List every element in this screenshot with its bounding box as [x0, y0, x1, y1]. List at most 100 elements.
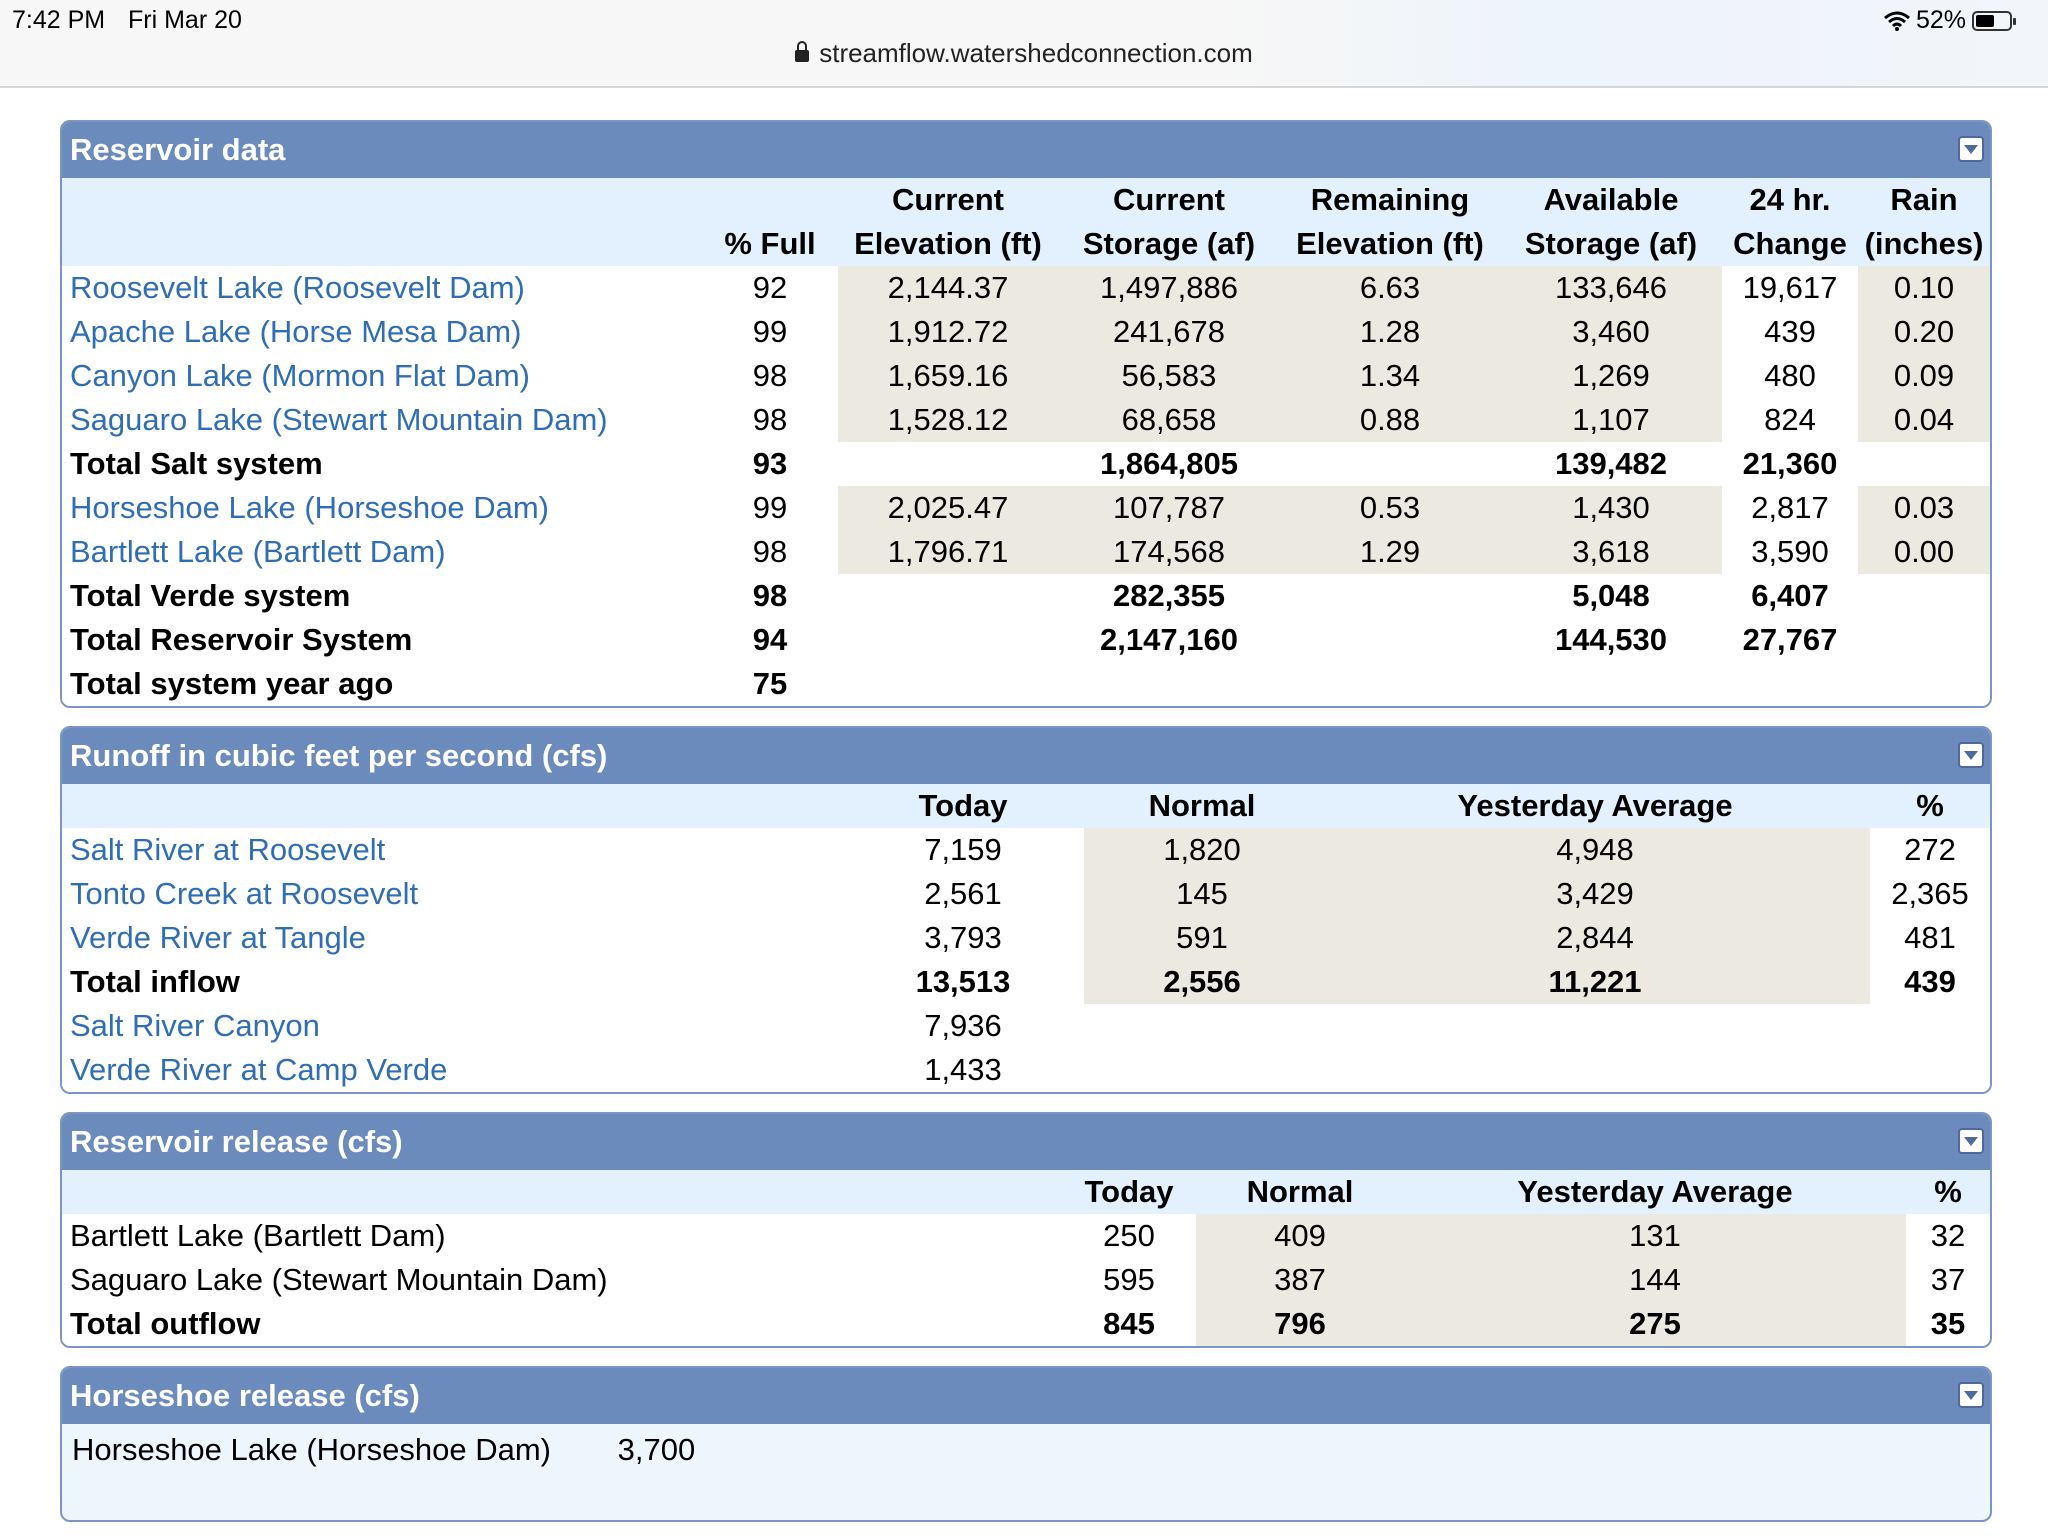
table-row: Verde River at Tangle 3,793 591 2,844 481 [62, 916, 1990, 960]
row-name-cell: Tonto Creek at Roosevelt [62, 872, 842, 916]
reservoir-link[interactable]: Saguaro Lake (Stewart Mountain Dam) [70, 402, 608, 437]
value-cell: 0.09 [1858, 354, 1990, 398]
column-header: Current [892, 182, 1004, 217]
collapse-button[interactable] [1958, 1382, 1984, 1408]
reservoir-link[interactable]: Apache Lake (Horse Mesa Dam) [70, 314, 522, 349]
stream-link[interactable]: Salt River Canyon [70, 1008, 320, 1043]
value-cell: 0.03 [1858, 486, 1990, 530]
value-cell [1858, 442, 1990, 486]
panel-header: Reservoir release (cfs) [62, 1114, 1990, 1170]
value-cell: 439 [1904, 964, 1956, 999]
value-cell: 481 [1904, 920, 1956, 955]
horseshoe-release-panel: Horseshoe release (cfs) Horseshoe Lake (… [60, 1366, 1992, 1522]
header-row: Today Normal Yesterday Average% [62, 1170, 1990, 1214]
value-cell: 824 [1764, 402, 1816, 437]
column-header: (inches) [1864, 226, 1984, 261]
table-row: Saguaro Lake (Stewart Mountain Dam) 98 1,5… [62, 398, 1990, 442]
value-cell: 272 [1904, 832, 1956, 867]
row-label: Total inflow [70, 964, 240, 999]
value-cell: 21,360 [1742, 446, 1838, 481]
chevron-down-icon [1964, 750, 1978, 760]
value-cell: 3,793 [924, 920, 1002, 955]
runoff-table: Today Normal Yesterday Average% Salt River… [62, 784, 1990, 1092]
value-cell: 6,407 [1751, 578, 1829, 613]
value-cell: 1,433 [924, 1052, 1002, 1087]
table-row: Total outflow 845 796 275 35 [62, 1302, 1990, 1346]
browser-top-bar: 7:42 PM Fri Mar 20 52% streamflow.waters… [0, 0, 2048, 88]
value-cell: 1,864,805 [1100, 446, 1238, 481]
value-cell: 1,796.71 [838, 530, 1058, 574]
table-row: Total Verde system 98 282,355 5,048 6,407 [62, 574, 1990, 618]
value-cell: 2,365 [1891, 876, 1969, 911]
reservoir-data-panel: Reservoir data Current Current Remaining Av… [60, 120, 1992, 708]
value-cell: 250 [1103, 1218, 1155, 1253]
value-cell: 37 [1930, 1262, 1966, 1297]
column-header [702, 178, 838, 222]
horseshoe-value: 3,700 [617, 1432, 696, 1467]
value-cell: 98 [752, 534, 788, 569]
value-cell [838, 662, 1058, 706]
value-cell: 0.20 [1858, 310, 1990, 354]
column-header: 24 hr. [1749, 182, 1831, 217]
value-cell: 6.63 [1280, 266, 1500, 310]
column-header: Rain [1890, 182, 1958, 217]
header-row: % Full Elevation (ft) Storage (af) Elevatio… [62, 222, 1990, 266]
stream-link[interactable]: Verde River at Tangle [70, 920, 366, 955]
row-name-cell: Canyon Lake (Mormon Flat Dam) [62, 354, 702, 398]
column-header: Today [1084, 1174, 1174, 1209]
value-cell: 2,817 [1751, 490, 1829, 525]
column-header: Elevation (ft) [854, 226, 1042, 261]
column-header: Normal [1246, 1174, 1354, 1209]
value-cell: 7,159 [924, 832, 1002, 867]
url-text: streamflow.watershedconnection.com [819, 38, 1253, 68]
column-header: Normal [1148, 788, 1256, 823]
reservoir-link[interactable]: Bartlett Lake (Bartlett Dam) [70, 534, 446, 569]
value-cell [838, 618, 1058, 662]
value-cell: 1,269 [1500, 354, 1722, 398]
value-cell: 7,936 [924, 1008, 1002, 1043]
value-cell: 0.88 [1280, 398, 1500, 442]
value-cell: 131 [1404, 1214, 1906, 1258]
table-row: Salt River Canyon 7,936 [62, 1004, 1990, 1048]
value-cell [1280, 574, 1500, 618]
value-cell: 98 [752, 402, 788, 437]
value-cell: 2,844 [1320, 916, 1870, 960]
panel-header: Reservoir data [62, 122, 1990, 178]
value-cell: 11,221 [1320, 960, 1870, 1004]
column-header: Remaining [1310, 182, 1470, 217]
value-cell: 98 [752, 578, 788, 613]
reservoir-link[interactable]: Canyon Lake (Mormon Flat Dam) [70, 358, 530, 393]
row-name-cell: Saguaro Lake (Stewart Mountain Dam) [62, 1258, 1062, 1302]
value-cell: 1.29 [1280, 530, 1500, 574]
table-row: Canyon Lake (Mormon Flat Dam) 98 1,659.16 5… [62, 354, 1990, 398]
value-cell [838, 574, 1058, 618]
value-cell: 92 [752, 270, 788, 305]
status-indicators: 52% [1883, 6, 2016, 35]
reservoir-link[interactable]: Horseshoe Lake (Horseshoe Dam) [70, 490, 549, 525]
collapse-button[interactable] [1958, 742, 1984, 768]
wifi-icon [1883, 11, 1910, 31]
row-name-cell: Verde River at Camp Verde [62, 1048, 842, 1092]
collapse-button[interactable] [1958, 136, 1984, 162]
row-name-cell: Bartlett Lake (Bartlett Dam) [62, 1214, 1062, 1258]
value-cell: 409 [1196, 1214, 1404, 1258]
value-cell: 1,912.72 [838, 310, 1058, 354]
value-cell: 0.00 [1858, 530, 1990, 574]
reservoir-link[interactable]: Roosevelt Lake (Roosevelt Dam) [70, 270, 525, 305]
row-name-cell: Total inflow [62, 960, 842, 1004]
value-cell: 1,107 [1500, 398, 1722, 442]
row-label: Total system year ago [70, 666, 394, 701]
row-label: Total Reservoir System [70, 622, 413, 657]
value-cell: 32 [1930, 1218, 1966, 1253]
value-cell: 241,678 [1058, 310, 1280, 354]
header-cell [62, 784, 842, 828]
row-name-cell: Salt River Canyon [62, 1004, 842, 1048]
stream-link[interactable]: Tonto Creek at Roosevelt [70, 876, 419, 911]
address-bar[interactable]: streamflow.watershedconnection.com [0, 38, 2048, 69]
panel-title: Reservoir data [70, 132, 286, 167]
value-cell: 2,025.47 [838, 486, 1058, 530]
collapse-button[interactable] [1958, 1128, 1984, 1154]
stream-link[interactable]: Verde River at Camp Verde [70, 1052, 448, 1087]
stream-link[interactable]: Salt River at Roosevelt [70, 832, 386, 867]
value-cell: 5,048 [1572, 578, 1650, 613]
